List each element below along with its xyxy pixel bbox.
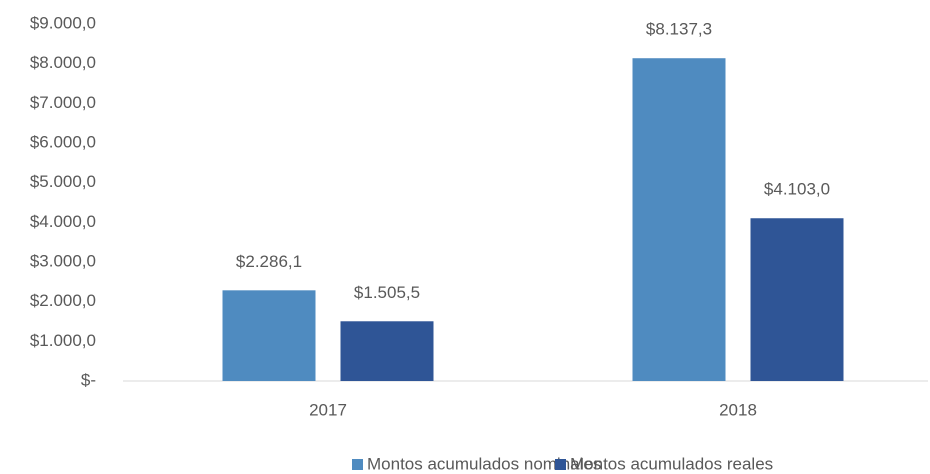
bar — [340, 321, 434, 381]
y-tick-label: $2.000,0 — [30, 291, 96, 310]
y-tick-label: $- — [81, 370, 96, 389]
y-tick-label: $1.000,0 — [30, 331, 96, 350]
y-tick-label: $8.000,0 — [30, 53, 96, 72]
y-tick-label: $9.000,0 — [30, 13, 96, 32]
bar — [750, 218, 844, 381]
legend-swatch — [352, 459, 363, 470]
x-tick-label: 2017 — [309, 400, 347, 419]
legend-label: Montos acumulados reales — [570, 454, 773, 473]
value-label: $2.286,1 — [236, 252, 302, 271]
value-label: $4.103,0 — [764, 180, 830, 199]
value-label: $1.505,5 — [354, 283, 420, 302]
y-tick-label: $5.000,0 — [30, 172, 96, 191]
x-tick-label: 2018 — [719, 400, 757, 419]
y-tick-label: $7.000,0 — [30, 93, 96, 112]
bar — [222, 290, 316, 381]
bar — [632, 58, 726, 382]
y-tick-label: $3.000,0 — [30, 251, 96, 270]
legend-swatch — [555, 459, 566, 470]
legend-label: Montos acumulados nominales — [367, 454, 601, 473]
y-tick-label: $6.000,0 — [30, 132, 96, 151]
y-tick-label: $4.000,0 — [30, 212, 96, 231]
value-label: $8.137,3 — [646, 20, 712, 39]
